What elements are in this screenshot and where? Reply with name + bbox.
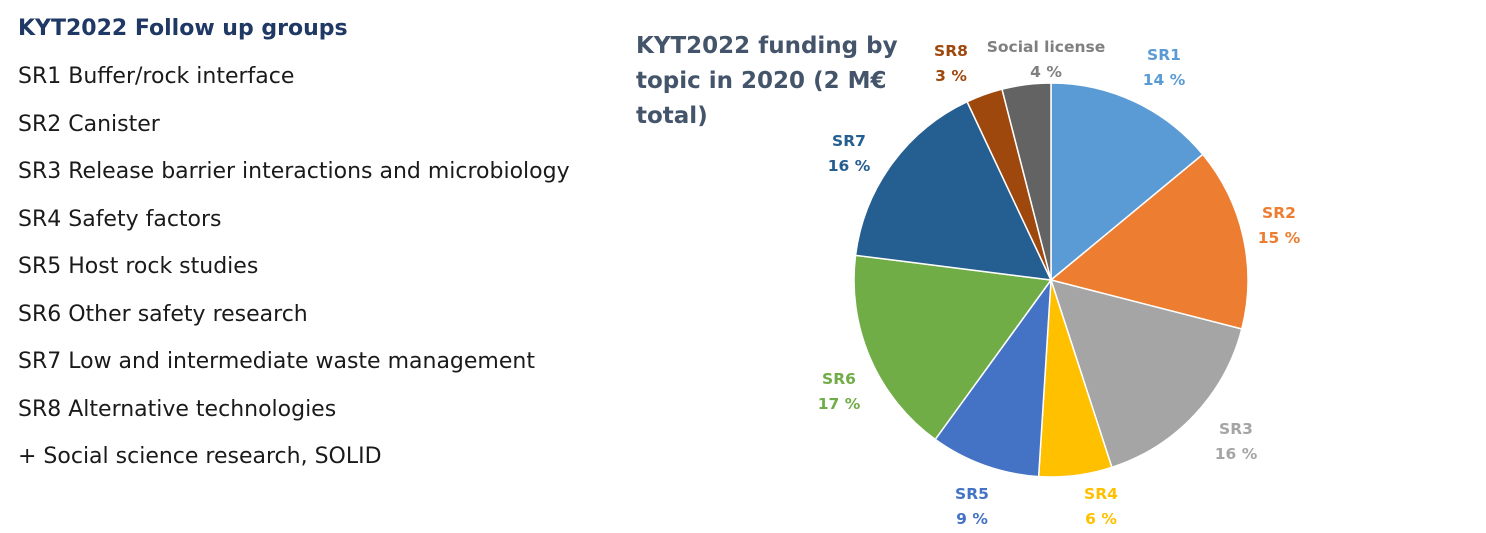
group-item: SR5 Host rock studies: [18, 254, 259, 279]
chart-title-line: topic in 2020 (2 M€: [636, 68, 886, 94]
chart-title-line: KYT2022 funding by: [636, 33, 898, 59]
groups-heading: KYT2022 Follow up groups: [18, 16, 348, 41]
slice-label: SR3: [1219, 420, 1253, 438]
group-item: SR7 Low and intermediate waste managemen…: [18, 349, 535, 374]
pie-slice-sr6: [853, 254, 1053, 441]
slice-label: SR7: [832, 132, 866, 150]
slice-label: SR6: [822, 370, 856, 388]
slice-label: SR2: [1262, 204, 1296, 222]
slice-value-label: 17 %: [818, 395, 861, 413]
slice-label: SR8: [934, 42, 968, 60]
slice-value-label: 15 %: [1258, 229, 1301, 247]
group-item: SR8 Alternative technologies: [18, 396, 337, 422]
slice-value-label: 16 %: [828, 157, 871, 175]
group-item: SR1 Buffer/rock interface: [18, 64, 295, 89]
slice-value-label: 3 %: [935, 67, 967, 85]
slice-label: Social license: [987, 38, 1106, 56]
pie-slice-social-license: [1001, 82, 1052, 281]
slice-value-label: 9 %: [956, 510, 988, 528]
group-item: SR3 Release barrier interactions and mic…: [18, 159, 570, 184]
group-item: SR6 Other safety research: [18, 301, 308, 327]
slice-value-label: 4 %: [1030, 63, 1062, 81]
slice-value-label: 16 %: [1215, 445, 1258, 463]
chart-title-line: total): [636, 103, 708, 129]
pie-slice-sr2: [1049, 153, 1249, 330]
pie-slice-sr3: [1049, 278, 1243, 469]
group-item: SR2 Canister: [18, 111, 160, 137]
pie-slice-sr5: [934, 277, 1052, 478]
group-item: SR4 Safety factors: [18, 206, 222, 232]
pie-labels: SR1 14 % SR2 15 % SR3 16 % SR4 6 % SR5 9 % SR6 17 %…: [818, 38, 1301, 528]
slice-value-label: 6 %: [1085, 510, 1117, 528]
group-item: + Social science research, SOLID: [18, 444, 382, 469]
follow-up-groups: KYT2022 Follow up groups SR1 Buffer/rock…: [18, 12, 628, 488]
funding-pie-chart: KYT2022 funding by topic in 2020 (2 M€ t…: [636, 33, 1301, 528]
pie-slice-sr7: [854, 100, 1053, 281]
slice-label: SR5: [955, 485, 989, 503]
slice-label: SR1: [1147, 46, 1181, 64]
pie-slice-sr1: [1050, 82, 1204, 282]
slice-value-label: 14 %: [1143, 71, 1186, 89]
pie-slices: [853, 82, 1249, 478]
slice-label: SR4: [1084, 485, 1118, 503]
